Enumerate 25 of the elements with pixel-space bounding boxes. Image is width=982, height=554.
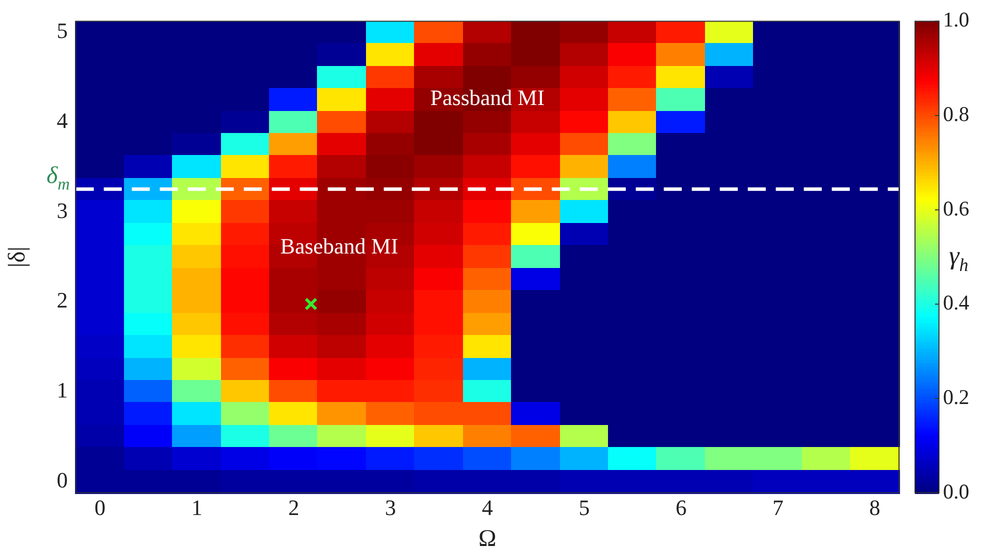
x-tick-label: 1 bbox=[191, 494, 202, 520]
color-bar-label: 0.6 bbox=[943, 196, 970, 220]
annotation: Baseband MI bbox=[280, 233, 398, 258]
x-tick-label: 5 bbox=[578, 494, 590, 520]
x-axis-title: Ω bbox=[478, 526, 496, 552]
x-tick-label: 7 bbox=[772, 494, 784, 520]
color-bar-label: 0.4 bbox=[943, 290, 970, 315]
x-tick-label: 0 bbox=[94, 494, 106, 520]
x-tick-label: 6 bbox=[676, 494, 687, 520]
y-tick-label: 4 bbox=[56, 108, 68, 134]
y-tick-label: 0 bbox=[56, 467, 68, 492]
y-axis-title: |δ| bbox=[4, 246, 31, 268]
x-tick-label: 3 bbox=[385, 494, 396, 520]
x-tick-label: 2 bbox=[288, 494, 300, 520]
color-bar-label: 0.8 bbox=[943, 102, 970, 126]
x-tick-label: 8 bbox=[869, 494, 880, 520]
y-tick-label: 3 bbox=[56, 198, 68, 223]
y-tick-label: 5 bbox=[56, 18, 68, 44]
y-tick-label: 1 bbox=[56, 378, 68, 403]
y-tick-label: 2 bbox=[56, 288, 68, 313]
color-bar-label: 0.2 bbox=[943, 384, 970, 409]
color-bar-label: 0.0 bbox=[943, 479, 970, 504]
x-tick-label: 4 bbox=[482, 494, 493, 520]
annotation: Passband MI bbox=[430, 84, 545, 110]
color-bar-label: 1.0 bbox=[943, 8, 970, 32]
